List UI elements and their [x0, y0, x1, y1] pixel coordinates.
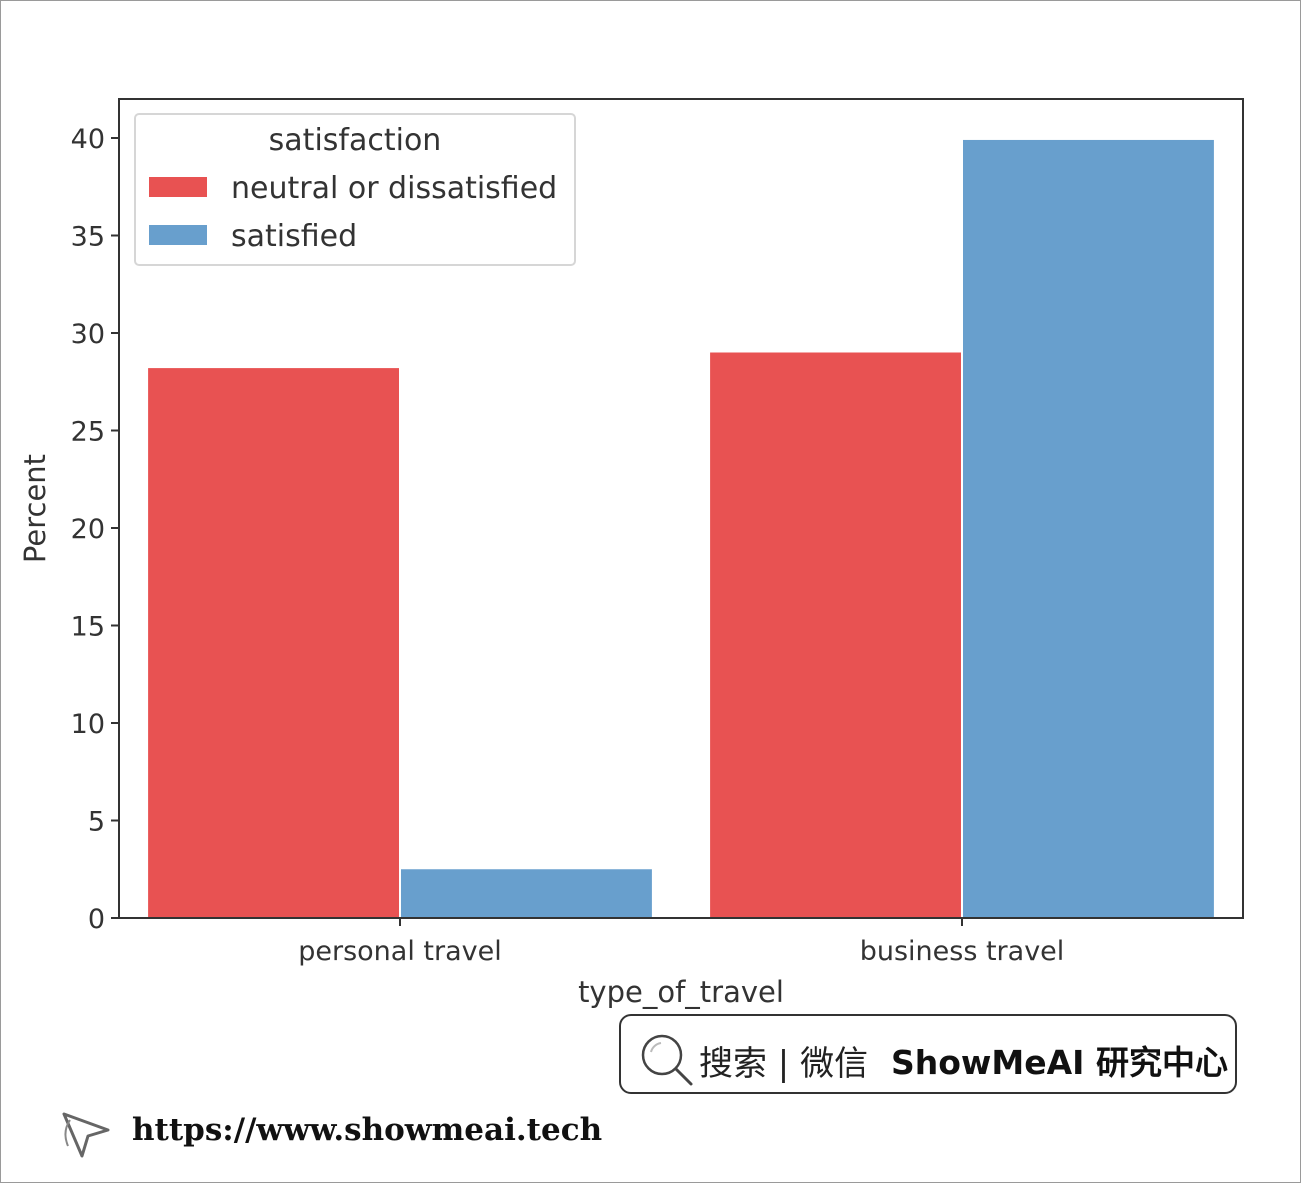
bar-satisfied-personal [401, 869, 652, 918]
legend-title: satisfaction [269, 123, 442, 158]
legend-swatch-neutral [149, 177, 207, 197]
y-tick-label: 20 [71, 514, 105, 545]
search-icon [641, 1034, 693, 1086]
bar-neutral-personal [148, 368, 399, 919]
legend: satisfaction neutral or dissatisfied sati… [134, 113, 576, 266]
bar-chart: 0 5 10 15 20 25 30 35 40 personal travel business… [18, 98, 1244, 1009]
y-tick-label: 15 [71, 612, 105, 643]
y-tick-label: 25 [71, 417, 105, 448]
search-banner: 搜索 | 微信 ShowMeAI 研究中心 [619, 1014, 1237, 1094]
legend-items: neutral or dissatisfied satisfied [149, 171, 557, 254]
y-tick-label: 40 [71, 124, 105, 155]
x-ticks-group: personal travel business travel [298, 918, 1064, 967]
plot-area-frame [118, 98, 1244, 919]
legend-label-satisfied: satisfied [231, 219, 357, 254]
x-tick-label: personal travel [298, 936, 502, 967]
legend-box [134, 113, 576, 266]
y-tick-label: 0 [88, 904, 105, 935]
legend-label-neutral: neutral or dissatisfied [231, 171, 557, 206]
y-tick-label: 30 [71, 319, 105, 350]
y-tick-label: 5 [88, 807, 105, 838]
y-ticks-group: 0 5 10 15 20 25 30 35 40 [71, 124, 119, 935]
search-label: 搜索 | 微信 [699, 1044, 869, 1084]
cursor-icon [62, 1112, 110, 1158]
brand-label: ShowMeAI 研究中心 [891, 1043, 1228, 1082]
y-tick-label: 10 [71, 709, 105, 740]
website-url[interactable]: https://www.showmeai.tech [132, 1112, 603, 1148]
y-axis-title: Percent [18, 454, 52, 563]
bars-group [148, 139, 1214, 919]
bar-neutral-business [710, 352, 961, 918]
y-tick-label: 35 [71, 222, 105, 253]
x-axis-title: type_of_travel [578, 975, 784, 1009]
bar-satisfied-business [963, 139, 1214, 918]
x-tick-label: business travel [860, 936, 1065, 967]
legend-swatch-satisfied [149, 225, 207, 245]
